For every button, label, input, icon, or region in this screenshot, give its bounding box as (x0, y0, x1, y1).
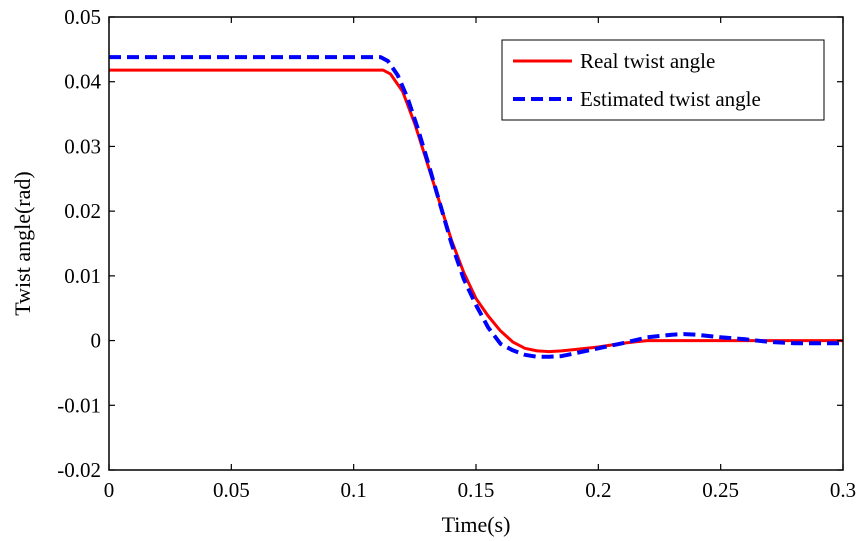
tick-layer: 0 0.05 0.1 0.15 0.2 0.25 0.3 -0.02 -0.01 0 0.01 0.0… (57, 5, 856, 502)
x-tick-label: 0 (104, 478, 115, 502)
legend-label-estimated: Estimated twist angle (580, 87, 761, 111)
y-tick-label: 0.04 (64, 70, 101, 94)
x-tick-label: 0.2 (585, 478, 611, 502)
y-tick-label: 0.01 (64, 264, 101, 288)
y-axis-label: Twist angle(rad) (10, 171, 35, 315)
y-tick-label: 0.05 (64, 5, 101, 29)
y-tick-label: -0.02 (57, 458, 101, 482)
x-tick-label: 0.1 (341, 478, 367, 502)
y-tick-label: -0.01 (57, 393, 101, 417)
x-tick-label: 0.15 (458, 478, 495, 502)
x-tick-label: 0.05 (213, 478, 250, 502)
x-tick-label: 0.3 (830, 478, 856, 502)
x-tick-label: 0.25 (702, 478, 739, 502)
y-tick-label: 0.02 (64, 199, 101, 223)
legend-box (501, 39, 825, 121)
y-tick-label: 0 (91, 329, 102, 353)
y-tick-label: 0.03 (64, 134, 101, 158)
legend: Real twist angle Estimated twist angle (501, 39, 825, 121)
series-line-estimated (109, 55, 843, 359)
legend-label-real: Real twist angle (580, 49, 715, 73)
series-layer (109, 55, 843, 359)
x-axis-label: Time(s) (442, 512, 511, 537)
